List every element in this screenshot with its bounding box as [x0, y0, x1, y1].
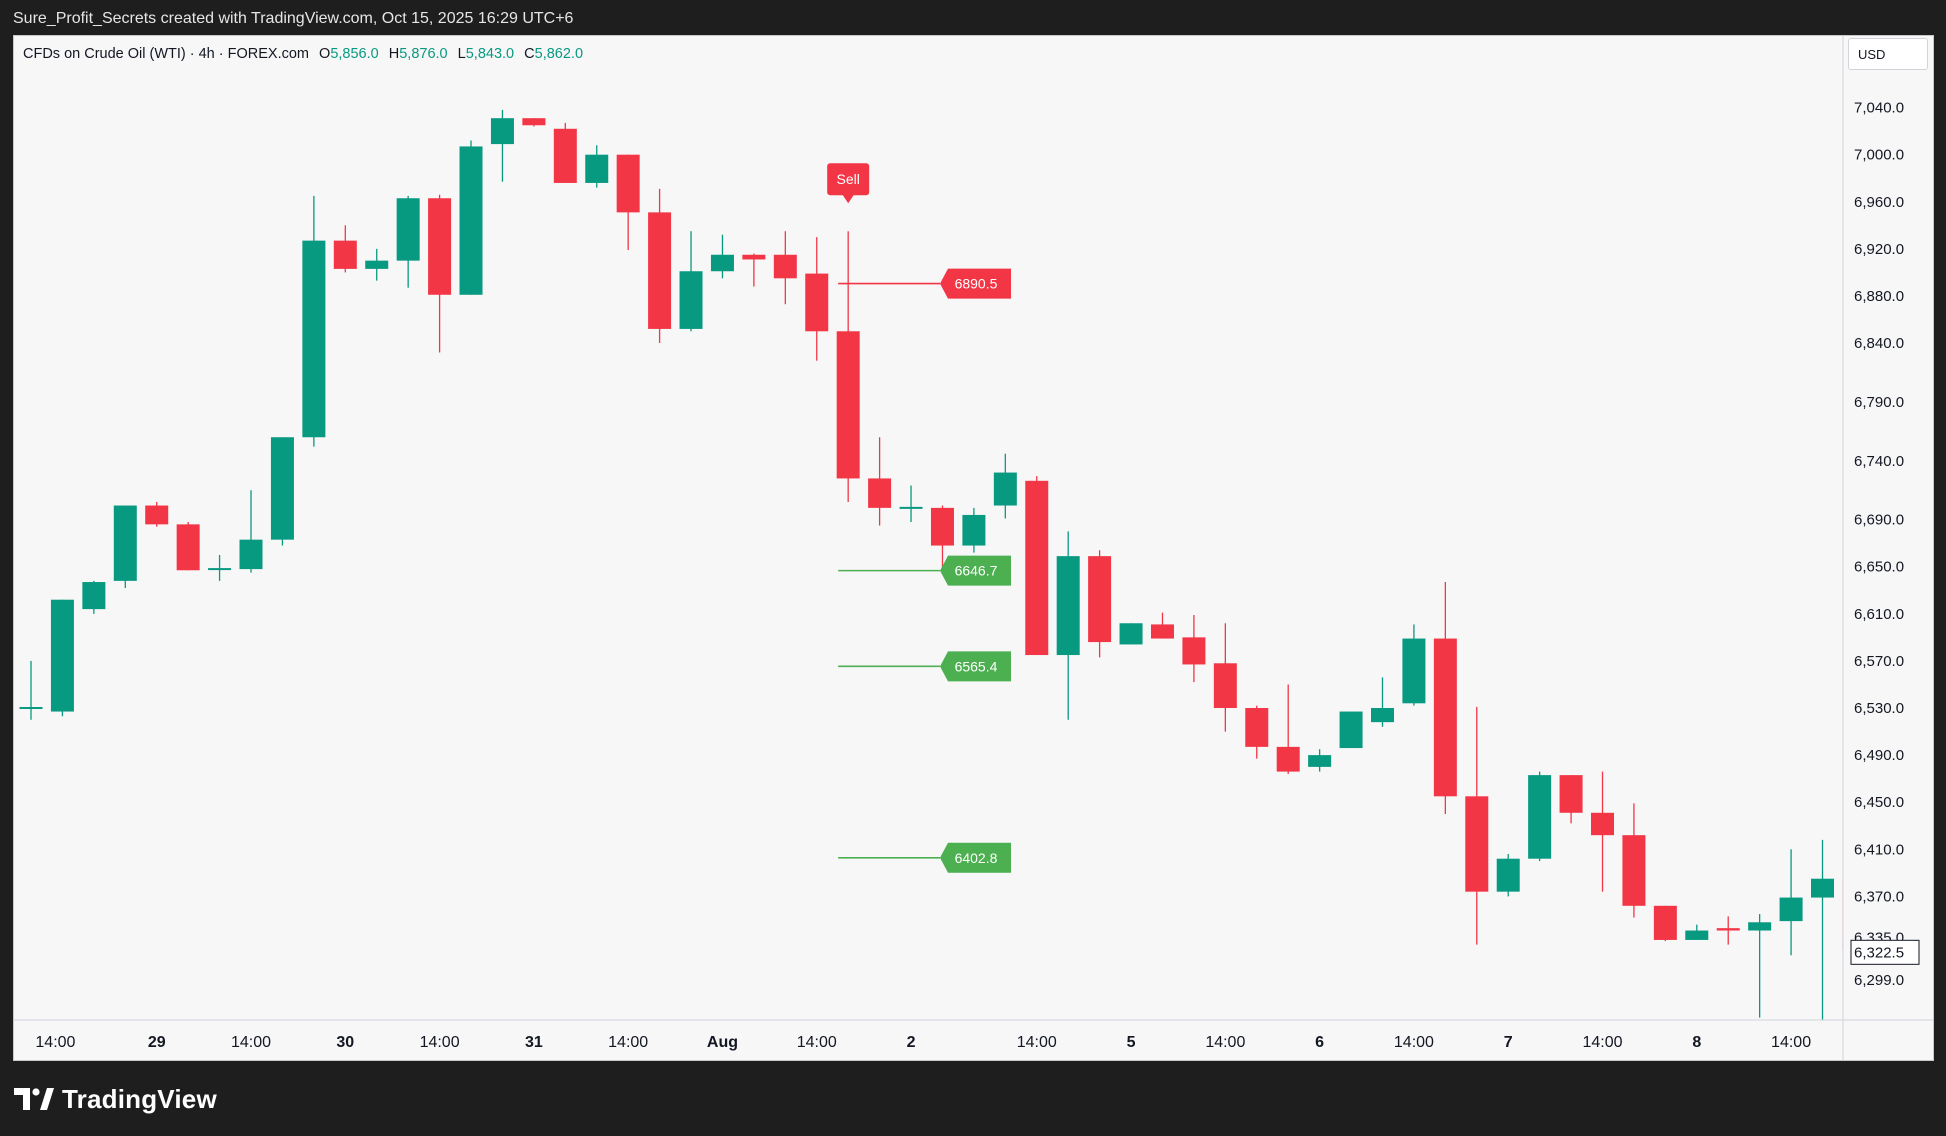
- close-value: 5,862.0: [534, 46, 584, 62]
- symbol-legend: CFDs on Crude Oil (WTI) · 4h · FOREX.com…: [23, 44, 583, 64]
- brand-name: TradingView: [62, 1083, 217, 1114]
- high-value: 5,876.0: [399, 46, 448, 62]
- open-value: 5,856.0: [330, 46, 379, 62]
- low-value: 5,843.0: [465, 46, 515, 62]
- symbol-description[interactable]: CFDs on Crude Oil (WTI) · 4h · FOREX.com: [23, 46, 310, 62]
- close-label: C: [524, 46, 535, 62]
- open-label: O: [319, 46, 331, 62]
- currency-button[interactable]: USD: [1848, 38, 1928, 70]
- high-label: H: [388, 46, 400, 62]
- footer: [0, 1061, 1946, 1136]
- tradingview-brand[interactable]: TradingView: [14, 1083, 217, 1115]
- tradingview-logo-icon: [14, 1088, 54, 1110]
- snapshot-title: Sure_Profit_Secrets created with Trading…: [13, 10, 574, 27]
- low-label: L: [457, 46, 466, 62]
- chart-pane[interactable]: [13, 35, 1934, 1061]
